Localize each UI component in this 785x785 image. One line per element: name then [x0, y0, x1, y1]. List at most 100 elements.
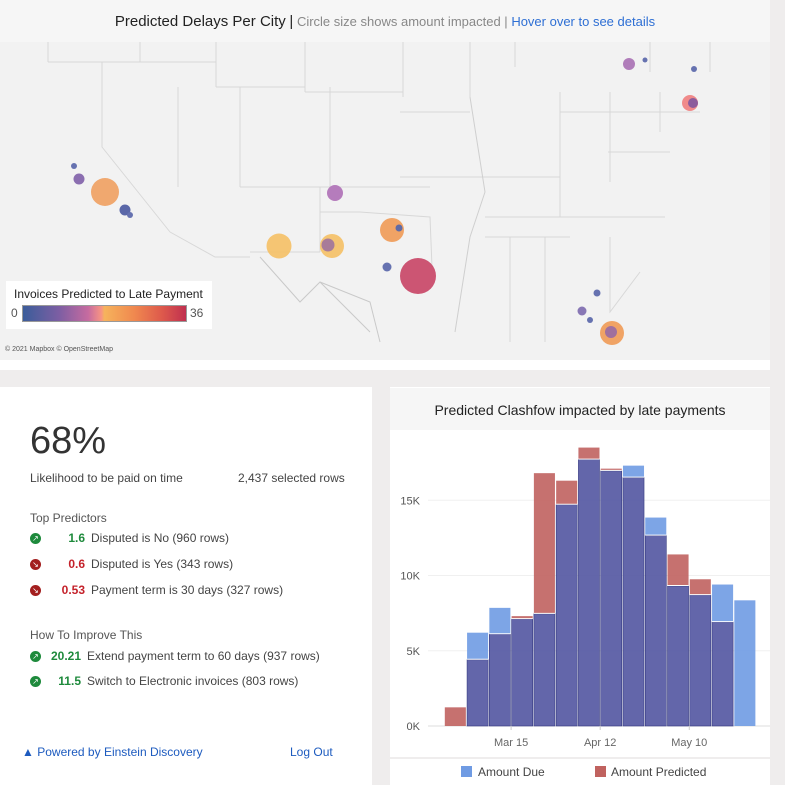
bar-overlap: [466, 659, 489, 727]
predictor-row: ↘ 0.6 Disputed is Yes (343 rows): [30, 557, 233, 571]
state-borders: [47, 42, 711, 343]
predictor-value: 11.5: [58, 674, 81, 688]
powered-by-link[interactable]: ▲ Powered by Einstein Discovery: [22, 745, 203, 759]
city-circle[interactable]: [623, 58, 635, 70]
city-circle[interactable]: [71, 163, 77, 169]
kpi-value: 68%: [30, 420, 107, 462]
improve-title: How To Improve This: [30, 628, 143, 642]
bar-amount-predicted: [667, 554, 689, 587]
predictor-value: 20.21: [50, 649, 81, 663]
bar-amount-due: [467, 632, 489, 660]
y-tick-label: 15K: [400, 495, 420, 507]
predictor-value: 1.6: [68, 531, 85, 545]
predictor-row: ↗ 20.21 Extend payment term to 60 days (…: [30, 649, 320, 663]
chart-legend: Amount Due Amount Predicted: [390, 759, 770, 785]
bar-amount-due: [712, 584, 734, 623]
arrow-up-right-icon: ↗: [30, 532, 41, 544]
arrow-down-right-icon: ↘: [30, 584, 41, 596]
legend-label-amount-due: Amount Due: [478, 765, 545, 779]
predictor-row: ↗ 11.5 Switch to Electronic invoices (80…: [30, 674, 298, 688]
einstein-icon: ▲: [22, 745, 34, 759]
city-circle[interactable]: [691, 66, 697, 72]
map-subtitle: Circle size shows amount impacted |: [296, 14, 508, 29]
bar-amount-due: [622, 465, 645, 478]
city-circle[interactable]: [642, 57, 648, 63]
legend-swatch-amount-due: [461, 766, 472, 777]
predictor-value: 0.6: [68, 557, 85, 571]
city-circle[interactable]: [119, 204, 131, 216]
x-tick-label: May 10: [671, 737, 707, 749]
bar-overlap: [511, 618, 533, 727]
chart-title: Predicted Clashfow impacted by late paym…: [390, 388, 770, 430]
legend-label-amount-predicted: Amount Predicted: [611, 765, 707, 779]
arrow-up-right-icon: ↗: [30, 650, 41, 662]
bar-overlap: [622, 477, 645, 727]
bar-amount-due: [645, 517, 667, 536]
city-circle[interactable]: [73, 173, 85, 185]
y-tick-label: 0K: [407, 721, 421, 733]
city-circle[interactable]: [587, 317, 593, 323]
legend-color-ramp: [22, 305, 187, 322]
y-tick-label: 5K: [407, 646, 421, 658]
city-circle[interactable]: [605, 326, 617, 338]
bar-amount-predicted: [556, 480, 578, 505]
predictor-text: Disputed is No (960 rows): [91, 531, 230, 545]
city-circle[interactable]: [382, 262, 392, 272]
bar-amount-predicted: [444, 707, 466, 726]
title-separator: |: [289, 13, 294, 30]
cashflow-bar-chart[interactable]: 0K 5K 10K 15K Mar 15 Apr 12 May 10: [390, 430, 770, 758]
predictor-row: ↘ 0.53 Payment term is 30 days (327 rows…: [30, 583, 283, 597]
city-circle[interactable]: [400, 258, 436, 294]
kpi-panel: [0, 387, 372, 785]
bar-amount-due: [489, 607, 511, 635]
bar-overlap: [578, 459, 600, 727]
bar-overlap: [555, 504, 578, 727]
legend-swatch-amount-predicted: [595, 766, 606, 777]
bar-overlap: [489, 633, 511, 727]
city-circle[interactable]: [91, 178, 119, 206]
x-tick-label: Apr 12: [584, 737, 616, 749]
bar-amount-predicted: [689, 579, 711, 596]
legend-min: 0: [11, 306, 18, 320]
x-tick-label: Mar 15: [494, 737, 528, 749]
bar-amount-predicted: [533, 473, 555, 614]
city-circle[interactable]: [395, 224, 403, 232]
map-header: Predicted Delays Per City | Circle size …: [0, 0, 770, 42]
selected-rows: 2,437 selected rows: [238, 471, 345, 485]
predictor-row: ↗ 1.6 Disputed is No (960 rows): [30, 531, 229, 545]
top-predictors-title: Top Predictors: [30, 511, 107, 525]
powered-by-label: Powered by Einstein Discovery: [37, 745, 203, 759]
city-circle[interactable]: [688, 98, 698, 108]
bar-amount-predicted: [578, 447, 600, 460]
bar-overlap: [667, 585, 689, 727]
bar-overlap: [711, 621, 734, 727]
arrow-down-right-icon: ↘: [30, 558, 41, 570]
bar-amount-predicted: [511, 616, 533, 620]
predictor-text: Disputed is Yes (343 rows): [91, 557, 234, 571]
arrow-up-right-icon: ↗: [30, 675, 41, 687]
hover-hint-link[interactable]: Hover over to see details: [511, 14, 656, 29]
predictor-value: 0.53: [61, 583, 85, 597]
city-circle[interactable]: [593, 289, 601, 297]
bar-overlap: [600, 470, 623, 727]
bar-overlap: [533, 613, 556, 727]
predictor-text: Payment term is 30 days (327 rows): [91, 583, 284, 597]
legend-title: Invoices Predicted to Late Payment: [14, 287, 203, 301]
logout-link[interactable]: Log Out: [290, 745, 333, 759]
predictor-text: Extend payment term to 60 days (937 rows…: [87, 649, 320, 663]
map-credit: © 2021 Mapbox © OpenStreetMap: [5, 346, 113, 353]
y-tick-label: 10K: [400, 571, 420, 583]
city-circle[interactable]: [327, 185, 343, 201]
city-circle[interactable]: [127, 212, 133, 218]
bar-amount-predicted: [600, 468, 622, 471]
city-circle[interactable]: [321, 238, 335, 252]
map-title: Predicted Delays Per City: [114, 13, 286, 30]
map-panel: Predicted Delays Per City | Circle size …: [0, 0, 770, 370]
city-circle[interactable]: [577, 306, 587, 316]
predictor-text: Switch to Electronic invoices (803 rows): [87, 674, 299, 688]
bar-amount-due: [734, 600, 756, 726]
bar-overlap: [689, 594, 712, 727]
city-circle[interactable]: [266, 233, 292, 259]
kpi-label: Likelihood to be paid on time: [30, 471, 183, 485]
legend-max: 36: [190, 306, 204, 320]
